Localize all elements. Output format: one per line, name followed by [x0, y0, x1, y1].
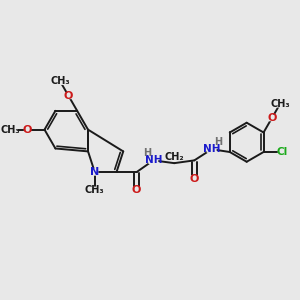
- Text: Cl: Cl: [277, 147, 288, 157]
- FancyBboxPatch shape: [65, 92, 72, 99]
- FancyBboxPatch shape: [4, 126, 17, 133]
- FancyBboxPatch shape: [133, 187, 140, 194]
- FancyBboxPatch shape: [268, 115, 275, 121]
- FancyBboxPatch shape: [274, 100, 286, 108]
- FancyBboxPatch shape: [207, 146, 217, 153]
- FancyBboxPatch shape: [88, 187, 101, 194]
- FancyBboxPatch shape: [278, 148, 287, 156]
- FancyBboxPatch shape: [148, 157, 158, 164]
- Text: CH₃: CH₃: [50, 76, 70, 86]
- Text: O: O: [132, 185, 141, 195]
- Text: CH₃: CH₃: [85, 185, 105, 195]
- Text: NH: NH: [145, 155, 162, 165]
- FancyBboxPatch shape: [91, 169, 98, 176]
- Text: CH₃: CH₃: [270, 99, 290, 109]
- Text: CH₃: CH₃: [1, 124, 20, 135]
- Text: CH₂: CH₂: [164, 152, 184, 162]
- Text: O: O: [22, 124, 32, 135]
- Text: O: O: [190, 173, 199, 184]
- Text: NH: NH: [203, 144, 220, 154]
- Text: H: H: [214, 137, 222, 147]
- FancyBboxPatch shape: [54, 78, 67, 85]
- Text: O: O: [64, 91, 73, 101]
- FancyBboxPatch shape: [169, 154, 180, 160]
- Text: H: H: [143, 148, 151, 158]
- Text: N: N: [90, 167, 99, 177]
- Text: O: O: [267, 113, 277, 123]
- FancyBboxPatch shape: [24, 126, 31, 133]
- FancyBboxPatch shape: [191, 175, 198, 182]
